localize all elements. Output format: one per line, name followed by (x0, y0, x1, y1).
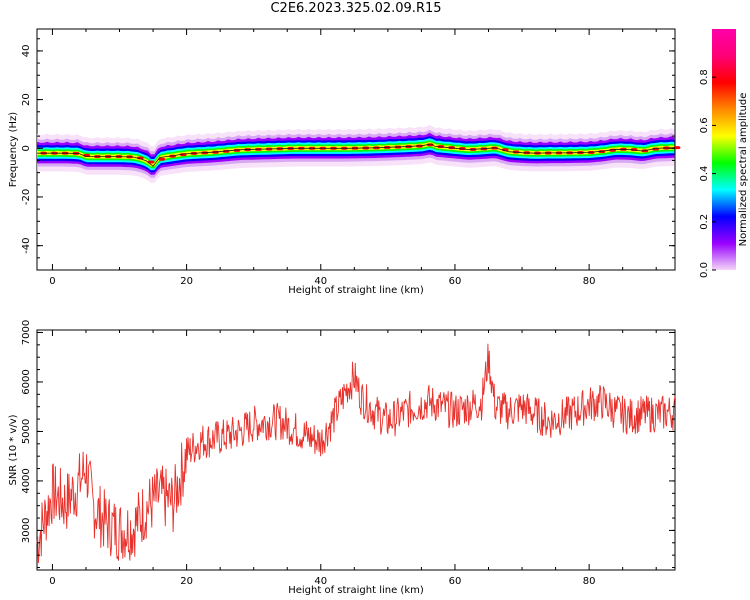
snr-axes: 0 20 40 60 80 3000 4000 5000 6000 7000 (21, 320, 675, 587)
spectrogram-x-tick-label: 0 (49, 276, 55, 287)
snr-x-tick-label: 20 (180, 576, 193, 587)
snr-y-tick-label: 4000 (21, 468, 32, 493)
chart-title: C2E6.2023.325.02.09.R15 (270, 1, 442, 16)
spectrogram-band (37, 136, 675, 173)
spectrogram-x-tick-label: 20 (180, 276, 193, 287)
snr-marks (36, 343, 676, 564)
snr-x-tick-label: 80 (583, 576, 596, 587)
snr-x-tick-label: 0 (49, 576, 55, 587)
spectrogram-peak (158, 157, 166, 161)
snr-plot: 0 20 40 60 80 3000 4000 5000 6000 7000 Height of … (8, 320, 676, 596)
colorbar-ticks: 0.0 0.2 0.4 0.6 0.8 (699, 69, 716, 278)
colorbar-label: Normalized spectral amplitude (738, 93, 749, 247)
spectrogram-y-tick-label: -40 (21, 237, 32, 253)
snr-y-tick-label: 5000 (21, 419, 32, 444)
spectrogram-x-tick-label: 60 (449, 276, 462, 287)
spectrogram-y-tick-label: 20 (21, 93, 32, 106)
spectrogram-x-tick-label: 80 (583, 276, 596, 287)
spectrogram-x-axis-label: Height of straight line (km) (288, 285, 424, 296)
spectrogram-ridge-line (37, 143, 676, 167)
spectrogram-marks (37, 124, 681, 183)
spectrogram-y-tick-label: -20 (21, 189, 32, 205)
spectrogram-plot: 0 20 40 60 80 -40 -20 0 20 40 Height of straight … (8, 28, 681, 296)
snr-x-tick-label: 60 (449, 576, 462, 587)
colorbar-tick-label: 0.6 (699, 117, 710, 133)
snr-x-tick-label: 40 (314, 576, 327, 587)
spectrogram-x-tick-label: 40 (314, 276, 327, 287)
spectrogram-y-tick-label: 0 (21, 145, 32, 151)
snr-y-tick-label: 3000 (21, 518, 32, 543)
colorbar-tick-label: 0.4 (699, 166, 710, 182)
snr-series-line (36, 343, 676, 564)
snr-plot-area (36, 329, 676, 571)
colorbar-scale (712, 29, 736, 270)
colorbar-tick-label: 0.2 (699, 214, 710, 230)
spectrogram-peak (147, 160, 155, 164)
snr-x-axis-label: Height of straight line (km) (288, 585, 424, 596)
spectrogram-axes: 0 20 40 60 80 -40 -20 0 20 40 (21, 29, 675, 287)
spectrogram-peak (673, 146, 681, 150)
colorbar: 0.0 0.2 0.4 0.6 0.8 Normalized spectral ampl… (699, 29, 749, 278)
snr-y-tick-label: 6000 (21, 369, 32, 394)
colorbar-tick-label: 0.0 (699, 262, 710, 278)
snr-y-tick-label: 7000 (21, 320, 32, 345)
spectrogram-y-axis-label: Frequency (Hz) (8, 112, 19, 188)
snr-y-axis-label: SNR (10 * v/v) (8, 414, 19, 485)
spectrogram-y-tick-label: 40 (21, 45, 32, 58)
colorbar-tick-label: 0.8 (699, 69, 710, 85)
